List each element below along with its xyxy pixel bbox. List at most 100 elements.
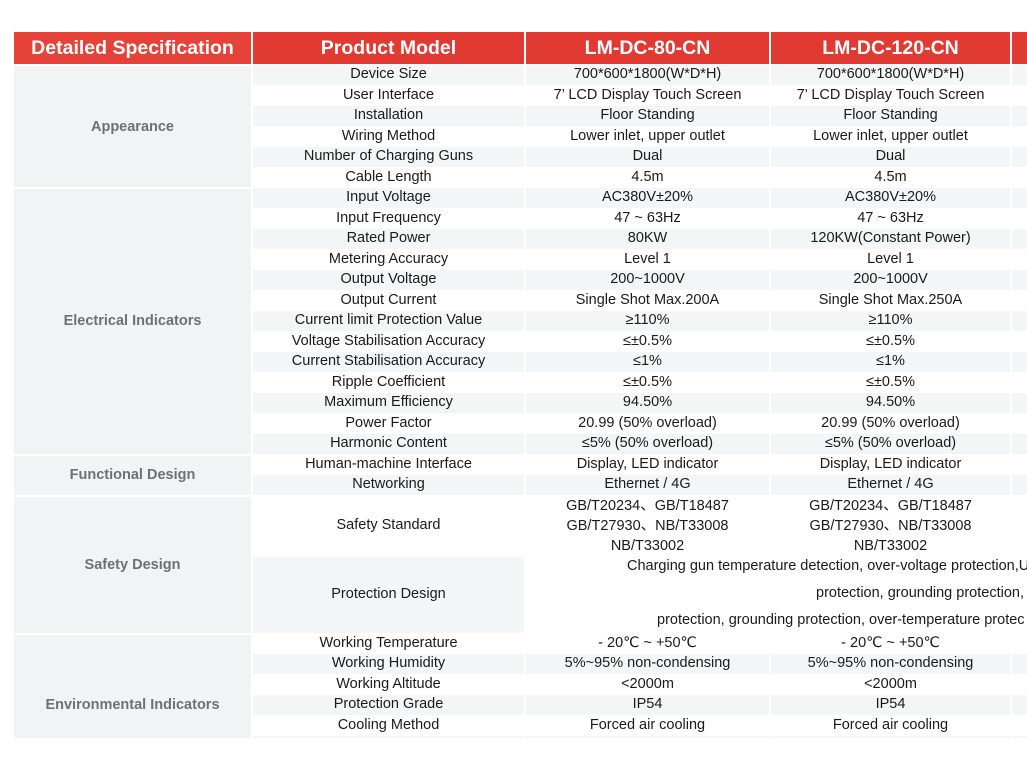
value-lm-dc-80: Floor Standing [526,105,771,126]
parameter-name: Current Stabilisation Accuracy [253,351,526,372]
header-product-model: Product Model [253,32,526,64]
value-lm-dc-80: ≤65dB [526,735,771,738]
value-lm-dc-120: Display, LED indicator [771,453,1012,474]
value-lm-dc-80: 200~1000V [526,269,771,290]
table-row: Noise Control≤65dB≤65dB [14,735,1027,738]
value-lm-dc-120: Single Shot Max.250A [771,289,1012,310]
value-lm-dc-80: Forced air cooling [526,714,771,735]
table-row: User Interface 7’ LCD Display Touch Scree… [14,84,1027,105]
parameter-name: Metering Accuracy [253,248,526,269]
value-lm-dc-120: 5%~95% non-condensing [771,653,1012,674]
value-partial-column [1012,248,1027,269]
parameter-name: Output Current [253,289,526,310]
value-lm-dc-120: GB/T20234、GB/T18487 GB/T27930、NB/T33008 NB… [771,494,1012,556]
category-safety-design: Safety Design [14,494,253,633]
value-lm-dc-120: AC380V±20% [771,187,1012,208]
header-model-lm-dc-120: LM-DC-120-CN [771,32,1012,64]
parameter-name: Ripple Coefficient [253,371,526,392]
value-lm-dc-120: Lower inlet, upper outlet [771,125,1012,146]
table-row: Rated Power 80KW 120KW(Constant Power) [14,228,1027,249]
value-lm-dc-80: ≤5% (50% overload) [526,433,771,454]
value-partial-column [1012,673,1027,694]
parameter-name: Wiring Method [253,125,526,146]
table-row: Input Frequency 47 ~ 63Hz 47 ~ 63Hz [14,207,1027,228]
value-partial-column [1012,494,1027,556]
category-functional-design: Functional Design [14,453,253,495]
value-lm-dc-80: IP54 [526,694,771,715]
value-partial-column [1012,146,1027,167]
table-row: Current limit Protection Value ≥110% ≥110% [14,310,1027,331]
value-lm-dc-80: ≤±0.5% [526,371,771,392]
parameter-name: Maximum Efficiency [253,392,526,413]
table-header: Detailed Specification Product Model LM-… [14,32,1027,64]
value-partial-column [1012,64,1027,85]
table-row: Cooling Method Forced air cooling Forced a… [14,714,1027,735]
parameter-name: Power Factor [253,412,526,433]
parameter-name: Input Frequency [253,207,526,228]
protection-line: protection, grounding protection, [816,584,1024,601]
value-partial-column [1012,269,1027,290]
parameter-name: Current limit Protection Value [253,310,526,331]
value-partial-column [1012,474,1027,495]
header-detailed-specification: Detailed Specification [14,32,253,64]
value-lm-dc-80: AC380V±20% [526,187,771,208]
value-partial-column [1012,653,1027,674]
value-lm-dc-120: IP54 [771,694,1012,715]
table-row: Functional Design Human-machine Interface… [14,453,1027,495]
table-row: Working Altitude <2000m <2000m [14,673,1027,694]
table-row: Metering Accuracy Level 1 Level 1 [14,248,1027,269]
standard-line: NB/T33002 [610,537,685,554]
parameter-name: Cooling Method [253,714,526,735]
value-lm-dc-120: ≤±0.5% [771,371,1012,392]
table-row: Maximum Efficiency 94.50% 94.50% [14,392,1027,413]
parameter-name: Protection Grade [253,694,526,715]
table-row: Appearance Device Size 700*600*1800(W*D*H)… [14,64,1027,187]
value-lm-dc-80: 47 ~ 63Hz [526,207,771,228]
value-lm-dc-80: ≤1% [526,351,771,372]
value-partial-column [1012,330,1027,351]
parameter-name: Noise Control [253,735,526,738]
value-lm-dc-120: Level 1 [771,248,1012,269]
standard-line: GB/T20234、GB/T18487 [566,497,729,514]
value-lm-dc-120: 700*600*1800(W*D*H) [771,64,1012,85]
protection-design-value: Charging gun temperature detection, over… [526,555,1027,633]
table-row: Wiring Method Lower inlet, upper outlet Lo… [14,125,1027,146]
parameter-name: Working Temperature [253,632,526,653]
parameter-name: Number of Charging Guns [253,146,526,167]
value-partial-column [1012,84,1027,105]
value-lm-dc-80: GB/T20234、GB/T18487 GB/T27930、NB/T33008 NB… [526,494,771,556]
category-electrical-indicators: Electrical Indicators [14,187,253,454]
value-partial-column [1012,351,1027,372]
parameter-name: Rated Power [253,228,526,249]
value-lm-dc-80: <2000m [526,673,771,694]
parameter-name: Voltage Stabilisation Accuracy [253,330,526,351]
value-lm-dc-80: Dual [526,146,771,167]
value-partial-column [1012,433,1027,454]
value-lm-dc-80: 94.50% [526,392,771,413]
standard-line: GB/T27930、NB/T33008 [566,517,729,534]
category-appearance: Appearance [14,64,253,187]
value-lm-dc-80: 80KW [526,228,771,249]
standard-line: GB/T27930、NB/T33008 [809,517,972,534]
value-lm-dc-120: 120KW(Constant Power) [771,228,1012,249]
value-lm-dc-120: <2000m [771,673,1012,694]
value-partial-column [1012,289,1027,310]
value-lm-dc-120: Forced air cooling [771,714,1012,735]
value-lm-dc-120: 4.5m [771,166,1012,187]
value-partial-column [1012,166,1027,187]
value-partial-column [1012,453,1027,474]
value-lm-dc-80: 4.5m [526,166,771,187]
header-model-partial [1012,32,1027,64]
parameter-name: Working Humidity [253,653,526,674]
value-partial-column [1012,412,1027,433]
value-lm-dc-120: 200~1000V [771,269,1012,290]
spec-sheet: Detailed Specification Product Model LM-… [14,32,1027,738]
table-row: Output Voltage 200~1000V 200~1000V [14,269,1027,290]
value-lm-dc-120: ≤±0.5% [771,330,1012,351]
value-lm-dc-80: Lower inlet, upper outlet [526,125,771,146]
value-lm-dc-120: 94.50% [771,392,1012,413]
parameter-name: Device Size [253,64,526,85]
value-lm-dc-120: Floor Standing [771,105,1012,126]
table-row: Power Factor 20.99 (50% overload) 20.99 (5… [14,412,1027,433]
value-lm-dc-120: ≥110% [771,310,1012,331]
